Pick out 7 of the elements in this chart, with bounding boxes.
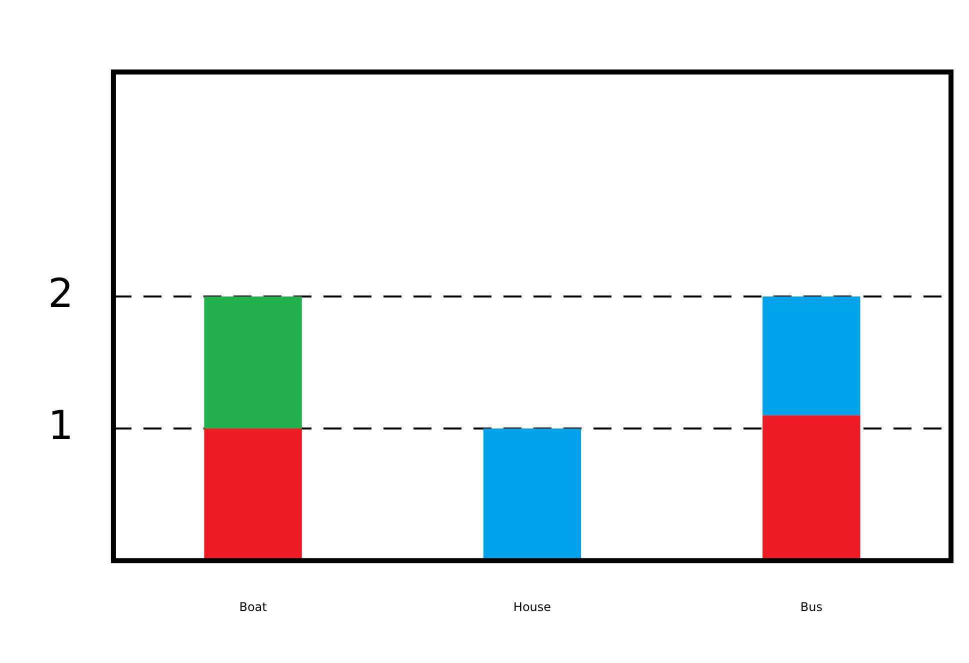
y-tick-label: 2 [48, 270, 74, 317]
bar [762, 296, 860, 416]
x-tick-label: Bus [800, 600, 822, 614]
y-tick-label: 1 [48, 402, 74, 449]
bar [204, 296, 302, 429]
x-tick-label: House [513, 600, 552, 614]
x-tick-label: Boat [239, 600, 268, 614]
